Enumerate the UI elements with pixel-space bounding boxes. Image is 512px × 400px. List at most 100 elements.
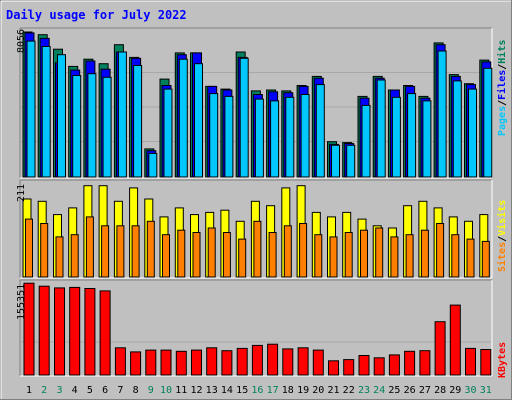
day-label: 6 xyxy=(102,385,108,396)
top-bar-pages xyxy=(26,40,36,178)
legend-visits: Visits xyxy=(496,200,508,236)
mid-bar-sites xyxy=(405,234,414,278)
bot-bar-kbytes xyxy=(312,349,324,376)
mid-bar-sites xyxy=(314,234,323,278)
top-bar-pages xyxy=(117,51,127,178)
bot-bar-kbytes xyxy=(480,349,492,376)
day-label: 11 xyxy=(175,385,187,396)
legend-files: Files xyxy=(496,70,508,100)
mid-bar-sites xyxy=(131,225,140,278)
top-bar-pages xyxy=(102,76,112,178)
day-label: 10 xyxy=(160,385,172,396)
bot-bar-kbytes xyxy=(251,344,263,376)
bot-bar-kbytes xyxy=(206,347,218,376)
mid-bar-sites xyxy=(299,223,308,278)
bot-bar-kbytes xyxy=(236,347,248,376)
day-label: 17 xyxy=(267,385,279,396)
day-label: 20 xyxy=(312,385,324,396)
bot-bar-kbytes xyxy=(328,360,339,376)
bot-bar-kbytes xyxy=(54,287,65,376)
top-bar-pages xyxy=(163,88,173,178)
day-label: 14 xyxy=(221,385,233,396)
bot-bar-kbytes xyxy=(419,350,431,376)
legend-pages: Pages xyxy=(497,106,508,136)
top-bar-pages xyxy=(41,46,51,178)
top-bar-pages xyxy=(437,50,447,178)
top-bar-pages xyxy=(57,54,66,178)
mid-bar-sites xyxy=(390,236,399,278)
bot-bar-kbytes xyxy=(267,343,279,376)
bot-bar-kbytes xyxy=(449,304,461,376)
bot-bar-kbytes xyxy=(404,350,416,376)
bot-bar-kbytes xyxy=(130,351,142,376)
bot-ymax-label: 155351 xyxy=(16,284,27,320)
day-label: 15 xyxy=(236,385,248,396)
day-label: 2 xyxy=(41,385,47,396)
legend-hits: Hits xyxy=(496,40,508,64)
bot-bar-kbytes xyxy=(297,347,309,376)
top-bar-pages xyxy=(376,79,386,178)
bot-bar-kbytes xyxy=(114,347,126,376)
mid-bar-sites xyxy=(177,229,186,278)
mid-bar-sites xyxy=(268,232,277,278)
top-bar-pages xyxy=(300,94,310,178)
mid-bar-sites xyxy=(420,229,429,278)
day-label: 4 xyxy=(72,385,78,396)
day-label: 5 xyxy=(87,385,93,396)
top-bar-pages xyxy=(422,100,432,178)
bot-bar-kbytes xyxy=(84,288,96,376)
day-label: 23 xyxy=(358,385,370,396)
mid-bar-sites xyxy=(101,225,110,278)
day-label: 16 xyxy=(251,385,263,396)
day-label: 13 xyxy=(206,385,218,396)
day-label: 29 xyxy=(449,385,461,396)
mid-bar-sites xyxy=(25,218,33,278)
mid-legend: Sites/Visits xyxy=(496,200,508,272)
day-label: 9 xyxy=(148,385,154,396)
mid-ymax-label: 211 xyxy=(16,184,27,202)
top-ymax-label: 8056 xyxy=(16,29,27,53)
bot-bar-kbytes xyxy=(99,290,111,376)
mid-bar-sites xyxy=(238,238,247,278)
day-label: 25 xyxy=(388,385,400,396)
mid-bar-sites xyxy=(329,236,338,278)
bot-bar-kbytes xyxy=(38,285,50,376)
mid-bar-sites xyxy=(207,227,216,278)
legend-kbytes: KBytes xyxy=(497,342,508,378)
top-bar-pages xyxy=(452,80,462,178)
day-label: 27 xyxy=(419,385,431,396)
day-label: 7 xyxy=(117,385,123,396)
mid-bar-sites xyxy=(146,220,155,278)
top-bar-pages xyxy=(468,88,477,178)
mid-bar-sites xyxy=(466,238,475,278)
mid-bar-sites xyxy=(85,216,94,278)
bot-bar-kbytes xyxy=(175,350,187,376)
bot-bar-kbytes xyxy=(221,350,233,376)
bot-bar-kbytes xyxy=(160,349,172,376)
top-bar-pages xyxy=(254,98,264,178)
bot-bar-kbytes xyxy=(145,349,157,376)
top-bar-pages xyxy=(148,152,158,178)
day-label: 3 xyxy=(56,385,62,396)
mid-bar-sites xyxy=(116,225,125,278)
bot-legend: KBytes xyxy=(497,342,508,378)
bot-bar-kbytes xyxy=(465,347,476,376)
bot-bar-kbytes xyxy=(373,357,385,376)
day-label: 24 xyxy=(373,385,385,396)
bot-bar-kbytes xyxy=(282,348,294,376)
top-bar-pages xyxy=(483,67,493,178)
day-label: 26 xyxy=(404,385,416,396)
bot-bar-kbytes xyxy=(191,349,202,376)
top-bar-pages xyxy=(178,58,188,178)
top-bar-pages xyxy=(331,144,340,178)
top-bar-pages xyxy=(87,73,97,178)
day-label: 28 xyxy=(434,385,446,396)
mid-bar-sites xyxy=(222,232,231,278)
mid-bar-sites xyxy=(162,234,170,278)
mid-bar-sites xyxy=(253,220,262,278)
chart-title: Daily usage for July 2022 xyxy=(6,8,187,22)
top-bar-pages xyxy=(133,65,143,178)
top-bar-pages xyxy=(391,96,401,178)
day-label: 19 xyxy=(297,385,309,396)
